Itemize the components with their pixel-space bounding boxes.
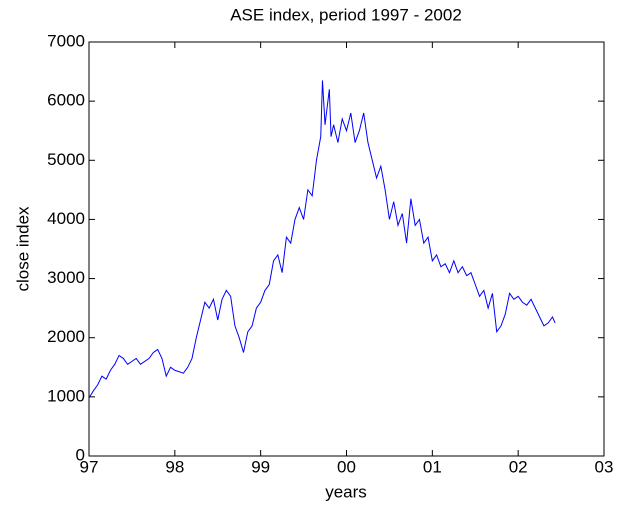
y-tick-label: 1000 [47, 386, 85, 405]
x-tick-label: 00 [337, 457, 356, 476]
x-tick-label: 02 [509, 457, 528, 476]
y-tick-label: 7000 [47, 31, 85, 50]
x-tick-label: 99 [251, 457, 270, 476]
y-axis-label: close index [13, 206, 32, 292]
y-tick-label: 3000 [47, 268, 85, 287]
x-tick-label: 01 [423, 457, 442, 476]
x-tick-label: 03 [595, 457, 614, 476]
chart-title: ASE index, period 1997 - 2002 [230, 5, 462, 24]
x-axis-label: years [325, 482, 367, 501]
y-tick-label: 0 [76, 445, 85, 464]
plot-frame [88, 41, 605, 457]
y-tick-label: 2000 [47, 327, 85, 346]
y-tick-label: 6000 [47, 91, 85, 110]
x-tick-label: 97 [80, 457, 99, 476]
x-tick-label: 98 [165, 457, 184, 476]
y-tick-label: 5000 [47, 150, 85, 169]
y-tick-label: 4000 [47, 209, 85, 228]
data-line [88, 80, 556, 399]
